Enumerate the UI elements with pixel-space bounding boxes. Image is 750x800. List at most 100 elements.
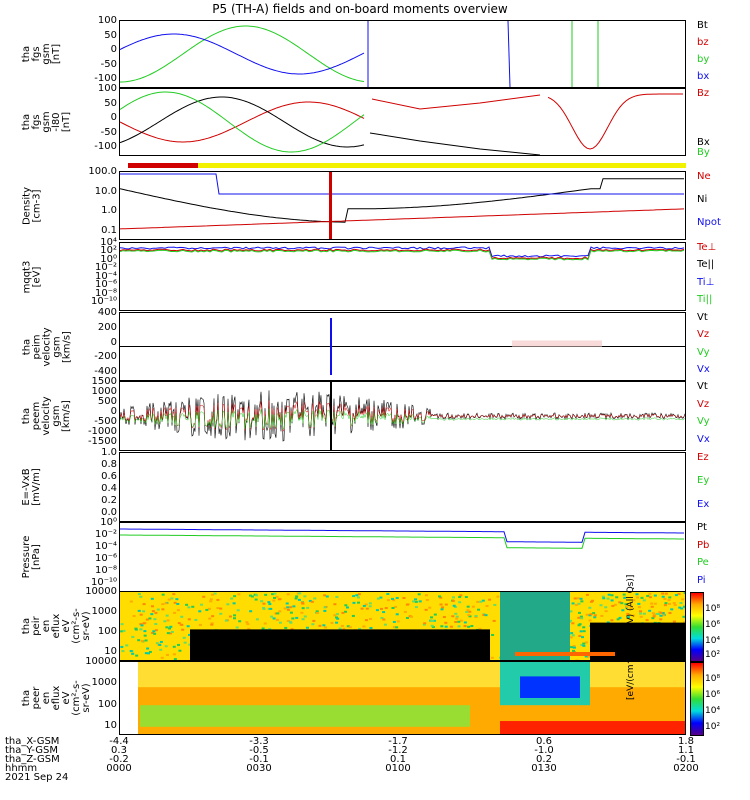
x-tick-y: -0.5 bbox=[249, 745, 269, 756]
spectrogram-cell bbox=[210, 623, 214, 626]
spectrogram-cell bbox=[365, 607, 369, 610]
spectrogram-cell bbox=[635, 593, 639, 596]
spectrogram-cell bbox=[395, 626, 399, 629]
plot-area bbox=[120, 592, 685, 660]
spectrogram-cell bbox=[156, 608, 160, 611]
spectrogram-cell bbox=[405, 616, 409, 619]
spectrogram-cell bbox=[395, 597, 399, 600]
spectrogram-cell bbox=[384, 607, 388, 610]
spectrogram-cell bbox=[298, 592, 302, 595]
x-tick-t: 0000 bbox=[106, 763, 132, 774]
colorbar-tick: 10⁴ bbox=[705, 636, 721, 646]
spectrogram-cell bbox=[166, 632, 170, 635]
spectrogram-cell bbox=[574, 603, 578, 606]
y-tick-label: -500 bbox=[94, 416, 117, 427]
legend-entry: Vx bbox=[697, 363, 710, 375]
spectrogram-cell bbox=[572, 645, 576, 648]
spectrogram-cell bbox=[670, 608, 674, 611]
plot-area bbox=[120, 172, 685, 239]
spectrogram-cell bbox=[661, 614, 665, 617]
legend-entry: Ne bbox=[697, 171, 711, 182]
spectrogram-cell bbox=[137, 609, 141, 612]
y-tick-label: 10⁴ bbox=[100, 237, 117, 248]
x-axis-column: -3.3 -0.5 -0.1 0030 bbox=[239, 737, 279, 774]
spectrogram-cell bbox=[312, 619, 316, 622]
spectrogram-cell bbox=[139, 613, 143, 616]
spectrogram-cell bbox=[659, 618, 663, 621]
spectrogram-cell bbox=[166, 653, 170, 656]
spectrogram-cell bbox=[144, 639, 148, 642]
spectrogram-cell bbox=[295, 616, 299, 619]
panel-peer_flux bbox=[119, 661, 686, 735]
spectrogram-cell bbox=[237, 593, 241, 596]
x-tick-y: -1.2 bbox=[388, 745, 408, 756]
spectrogram-cell bbox=[139, 595, 143, 598]
spectrogram-cell bbox=[173, 658, 177, 660]
spectrogram-cell bbox=[580, 643, 584, 646]
x-axis-row-labels: tha_X-GSM tha_Y-GSM tha_Z-GSM hhmm 2021 … bbox=[5, 737, 68, 783]
spectrogram-cell bbox=[425, 599, 429, 602]
spectrogram-cell bbox=[613, 603, 617, 606]
spectrogram-cell bbox=[433, 613, 437, 616]
spectrogram-cell bbox=[444, 603, 448, 606]
spectrogram-cell bbox=[429, 619, 433, 622]
spectrogram-cell bbox=[622, 593, 626, 596]
spectrogram-cell bbox=[454, 612, 458, 615]
spectrogram-cell bbox=[262, 602, 266, 605]
spectrogram-cell bbox=[301, 618, 305, 621]
spectrogram-cell bbox=[181, 628, 185, 631]
spectrogram-cell bbox=[682, 615, 685, 618]
y-tick-label: 10⁻⁴ bbox=[94, 270, 117, 282]
spectrogram-cell bbox=[571, 634, 575, 637]
spectrogram-cell bbox=[395, 613, 399, 616]
spectrogram-cell bbox=[301, 607, 305, 610]
y-tick-label: 200 bbox=[97, 321, 117, 333]
spectrogram-cell bbox=[680, 607, 684, 610]
spectrogram-cell bbox=[230, 597, 234, 600]
spectrogram-cell bbox=[344, 610, 348, 613]
spectrogram-cell bbox=[352, 601, 356, 604]
spectrogram-cell bbox=[391, 607, 395, 610]
spectrogram-cell bbox=[247, 627, 251, 630]
spectrogram-cell bbox=[284, 626, 288, 629]
spectrogram-cell bbox=[271, 593, 275, 596]
y-tick-label: 10⁻¹⁰ bbox=[90, 296, 117, 307]
spectrogram-cell bbox=[592, 612, 596, 615]
spectrogram-cell bbox=[303, 595, 307, 598]
spectrogram-cell bbox=[386, 599, 390, 602]
spectrogram-cell bbox=[655, 613, 659, 616]
spectrogram-cell bbox=[182, 636, 186, 639]
spectrogram-cell bbox=[323, 609, 327, 612]
spectrogram-cell bbox=[153, 618, 157, 621]
spectrogram-cell bbox=[202, 595, 206, 598]
spectrogram-cell bbox=[488, 598, 492, 601]
spectrogram-cell bbox=[170, 597, 174, 600]
spectrogram-cell bbox=[491, 633, 495, 636]
panel-peem_vel bbox=[119, 381, 686, 451]
spectrogram-cell bbox=[672, 602, 676, 605]
spectrogram-cell bbox=[459, 619, 463, 622]
spectrogram-cell bbox=[582, 644, 586, 647]
y-tick-label: -200 bbox=[94, 351, 117, 363]
spectrogram-cell bbox=[584, 655, 588, 658]
legend-entry: Vy bbox=[697, 416, 710, 427]
spectrogram-cell bbox=[664, 592, 668, 595]
y-tick-label: 0 bbox=[110, 406, 117, 417]
spectrogram-cell bbox=[626, 612, 630, 615]
spectrogram-cell bbox=[621, 609, 625, 612]
spectrogram-cell bbox=[663, 604, 667, 607]
spectrogram-cell bbox=[286, 619, 290, 622]
spectrogram-cell bbox=[333, 614, 337, 617]
spectrogram-cell bbox=[323, 594, 327, 597]
spectrogram-cell bbox=[146, 647, 150, 650]
x-tick-x: -4.4 bbox=[109, 736, 129, 747]
y-tick-label: 1000 bbox=[91, 677, 117, 689]
spectrogram-cell bbox=[143, 630, 147, 633]
trace-bz bbox=[120, 101, 365, 143]
spectrogram-cell bbox=[286, 606, 290, 609]
spectrogram-cell bbox=[623, 596, 627, 599]
spectrogram-cell bbox=[639, 610, 643, 613]
trace-spike bbox=[330, 318, 332, 375]
spectrogram-cell bbox=[368, 602, 372, 605]
spectrogram-cell bbox=[573, 597, 577, 600]
